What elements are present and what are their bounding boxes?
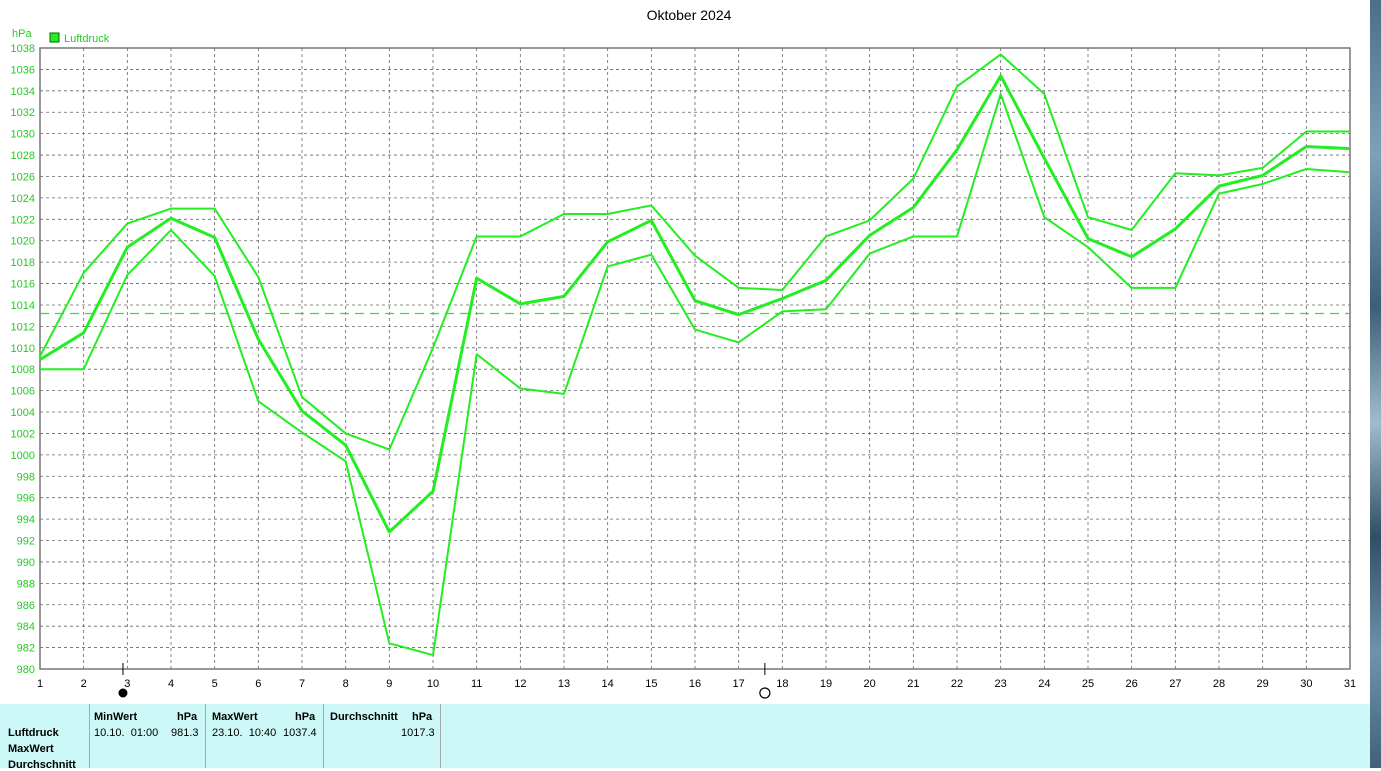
x-tick-label: 19 [820, 678, 832, 690]
x-tick-label: 7 [299, 678, 305, 690]
x-tick-label: 26 [1126, 678, 1138, 690]
pressure-chart: Oktober 2024 hPa Luftdruck 9809829849869… [11, 7, 1356, 699]
min-value: 981.3 [171, 727, 199, 739]
max-column [206, 704, 324, 768]
chart-title: Oktober 2024 [647, 7, 732, 23]
x-tick-label: 15 [645, 678, 657, 690]
y-tick-label: 1006 [11, 386, 35, 398]
y-tick-label: 1008 [11, 364, 35, 376]
y-tick-label: 1032 [11, 107, 35, 119]
y-tick-label: 984 [17, 621, 35, 633]
y-tick-label: 992 [17, 536, 35, 548]
min-header: MinWert [94, 711, 138, 723]
row-label-luftdruck: Luftdruck [8, 727, 59, 739]
x-axis: 1 2 3 4 5 6 7 8 9 10 11 12 13 14 15 16 17 18 19 20 21 22 23 24 2… [37, 678, 1356, 690]
x-tick-label: 10 [427, 678, 439, 690]
x-tick-label: 20 [864, 678, 876, 690]
series-line-mittel [39, 74, 1351, 534]
full-moon-icon [759, 687, 771, 699]
max-time: 23.10. 10:40 [212, 727, 277, 739]
legend-label: Luftdruck [64, 33, 110, 45]
y-tick-label: 980 [17, 664, 35, 676]
row-label-maxwert: MaxWert [8, 743, 54, 755]
x-tick-label: 2 [81, 678, 87, 690]
y-tick-label: 1014 [11, 300, 35, 312]
y-unit-label: hPa [12, 28, 32, 40]
y-tick-label: 1030 [11, 129, 35, 141]
summary-panel [0, 704, 1370, 768]
y-tick-label: 988 [17, 578, 35, 590]
plot-frame [39, 47, 1351, 670]
max-value: 1037.4 [283, 727, 317, 739]
x-tick-label: 25 [1082, 678, 1094, 690]
y-tick-label: 1026 [11, 171, 35, 183]
y-tick-label: 1016 [11, 279, 35, 291]
x-tick-label: 31 [1344, 678, 1356, 690]
avg-unit: hPa [412, 711, 433, 723]
x-tick-label: 5 [212, 678, 218, 690]
y-tick-label: 1000 [11, 450, 35, 462]
y-tick-label: 1002 [11, 428, 35, 440]
y-tick-label: 982 [17, 643, 35, 655]
x-tick-label: 13 [558, 678, 570, 690]
x-tick-label: 4 [168, 678, 174, 690]
x-tick-label: 21 [907, 678, 919, 690]
y-axis: 980 982 984 986 988 990 992 994 996 998 1000 1002 10… [11, 43, 35, 676]
y-tick-label: 1034 [11, 86, 35, 98]
y-tick-label: 1028 [11, 150, 35, 162]
series-lines [39, 53, 1351, 657]
y-tick-label: 1024 [11, 193, 35, 205]
grid [40, 48, 1350, 669]
y-tick-label: 996 [17, 493, 35, 505]
x-tick-label: 23 [995, 678, 1007, 690]
y-tick-label: 994 [17, 514, 35, 526]
avg-column [324, 704, 441, 768]
x-tick-label: 18 [776, 678, 788, 690]
max-unit: hPa [295, 711, 316, 723]
row-label-column [0, 704, 90, 768]
new-moon-icon [118, 688, 128, 698]
y-tick-label: 1012 [11, 321, 35, 333]
x-tick-label: 14 [602, 678, 614, 690]
x-tick-label: 16 [689, 678, 701, 690]
x-tick-label: 22 [951, 678, 963, 690]
max-header: MaxWert [212, 711, 258, 723]
min-time: 10.10. 01:00 [94, 727, 159, 739]
x-tick-label: 24 [1038, 678, 1050, 690]
y-tick-label: 1036 [11, 64, 35, 76]
y-tick-label: 1018 [11, 257, 35, 269]
x-tick-label: 11 [471, 678, 482, 690]
background-sea-strip [1370, 0, 1381, 768]
avg-header: Durchschnitt [330, 711, 398, 723]
x-tick-label: 17 [733, 678, 745, 690]
row-label-durchschnitt: Durchschnitt [8, 759, 76, 771]
x-tick-label: 29 [1257, 678, 1269, 690]
y-tick-label: 1020 [11, 236, 35, 248]
min-unit: hPa [177, 711, 198, 723]
series-line-max [39, 53, 1350, 451]
x-tick-label: 1 [37, 678, 43, 690]
y-tick-label: 1022 [11, 214, 35, 226]
y-tick-label: 990 [17, 557, 35, 569]
x-tick-label: 28 [1213, 678, 1225, 690]
y-tick-label: 1038 [11, 43, 35, 55]
x-tick-label: 3 [124, 678, 130, 690]
series-line-min [40, 93, 1351, 657]
moon-phases [118, 663, 771, 699]
y-tick-label: 1010 [11, 343, 35, 355]
y-tick-label: 986 [17, 600, 35, 612]
x-tick-label: 12 [514, 678, 526, 690]
y-tick-label: 1004 [11, 407, 35, 419]
avg-value: 1017.3 [401, 727, 435, 739]
x-tick-label: 30 [1300, 678, 1312, 690]
x-tick-label: 9 [386, 678, 392, 690]
min-column [90, 704, 206, 768]
y-tick-label: 998 [17, 471, 35, 483]
legend-swatch [49, 32, 60, 43]
x-tick-label: 27 [1169, 678, 1181, 690]
x-tick-label: 6 [255, 678, 261, 690]
x-tick-label: 8 [343, 678, 349, 690]
